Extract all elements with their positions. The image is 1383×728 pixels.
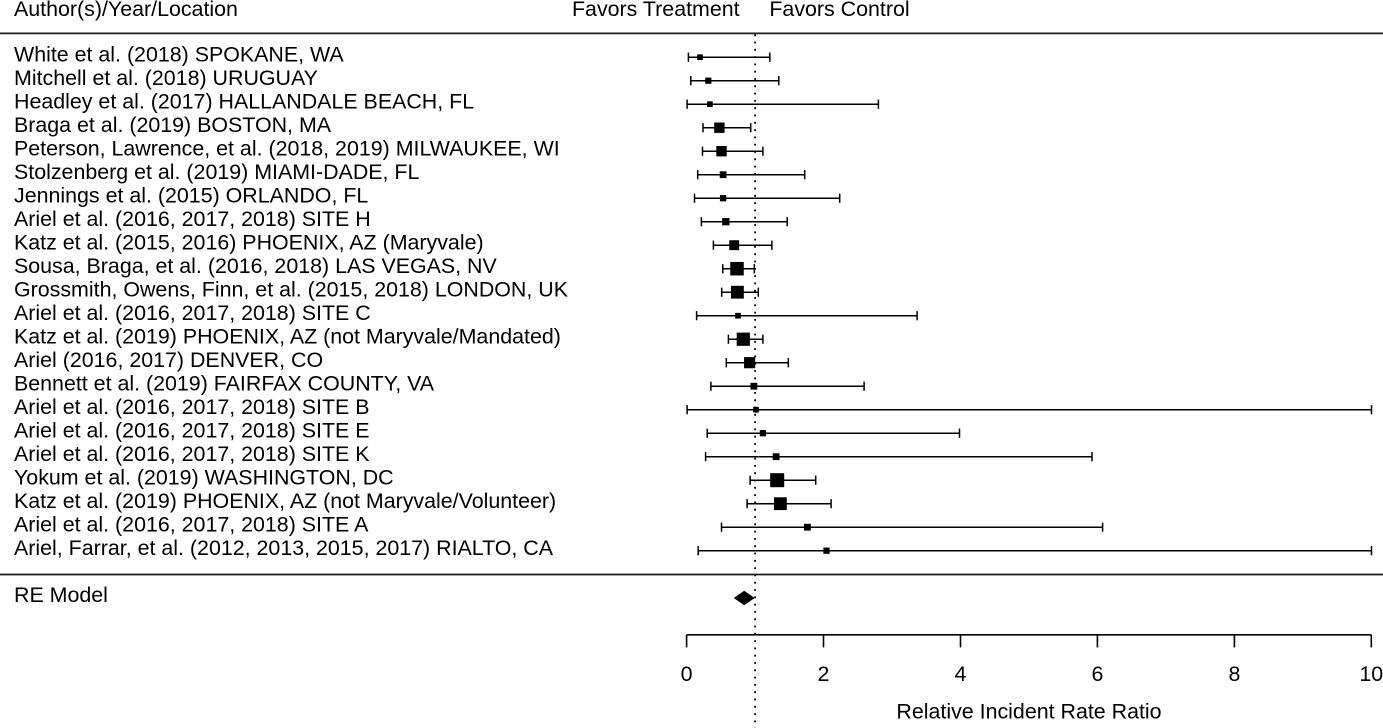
svg-text:Peterson, Lawrence, et al. (20: Peterson, Lawrence, et al. (2018, 2019) …	[14, 137, 560, 161]
svg-text:Ariel (2016, 2017) DENVER, CO: Ariel (2016, 2017) DENVER, CO	[14, 348, 323, 372]
svg-text:Ariel et al. (2016, 2017, 2018: Ariel et al. (2016, 2017, 2018) SITE H	[14, 207, 371, 231]
svg-text:Jennings et al. (2015) ORLANDO: Jennings et al. (2015) ORLANDO, FL	[14, 184, 368, 208]
svg-text:10: 10	[1359, 662, 1383, 686]
svg-text:Katz et al. (2015, 2016) PHOEN: Katz et al. (2015, 2016) PHOENIX, AZ (Ma…	[14, 231, 484, 255]
svg-text:Ariel et al. (2016, 2017, 2018: Ariel et al. (2016, 2017, 2018) SITE B	[14, 395, 370, 419]
svg-text:2: 2	[818, 662, 830, 686]
svg-text:6: 6	[1091, 662, 1103, 686]
svg-text:Ariel, Farrar, et al. (2012, 2: Ariel, Farrar, et al. (2012, 2013, 2015,…	[14, 536, 554, 560]
svg-text:Ariel et al. (2016, 2017, 2018: Ariel et al. (2016, 2017, 2018) SITE C	[14, 301, 371, 325]
svg-text:Ariel et al. (2016, 2017, 2018: Ariel et al. (2016, 2017, 2018) SITE E	[14, 419, 370, 443]
svg-text:Katz et al. (2019) PHOENIX, AZ: Katz et al. (2019) PHOENIX, AZ (not Mary…	[14, 489, 556, 513]
svg-text:Braga et al. (2019) BOSTON, MA: Braga et al. (2019) BOSTON, MA	[14, 113, 332, 137]
svg-text:Katz et al. (2019) PHOENIX, AZ: Katz et al. (2019) PHOENIX, AZ (not Mary…	[14, 325, 561, 349]
svg-text:White et al. (2018) SPOKANE, W: White et al. (2018) SPOKANE, WA	[14, 43, 344, 67]
svg-text:0: 0	[681, 662, 693, 686]
svg-text:Sousa, Braga, et al. (2016, 20: Sousa, Braga, et al. (2016, 2018) LAS VE…	[14, 254, 497, 278]
svg-text:Favors Control: Favors Control	[769, 0, 909, 21]
svg-text:Stolzenberg et al. (2019) MIAM: Stolzenberg et al. (2019) MIAMI-DADE, FL	[14, 160, 419, 184]
svg-text:Author(s)/Year/Location: Author(s)/Year/Location	[14, 0, 238, 21]
svg-text:4: 4	[955, 662, 967, 686]
svg-text:Favors Treatment: Favors Treatment	[572, 0, 740, 21]
svg-text:Relative Incident Rate Ratio: Relative Incident Rate Ratio	[896, 700, 1161, 724]
svg-text:Grossmith, Owens, Finn, et al.: Grossmith, Owens, Finn, et al. (2015, 20…	[14, 278, 569, 302]
svg-text:Yokum et al. (2019) WASHINGTON: Yokum et al. (2019) WASHINGTON, DC	[14, 466, 394, 490]
svg-text:Ariel et al. (2016, 2017, 2018: Ariel et al. (2016, 2017, 2018) SITE A	[14, 513, 369, 537]
svg-text:RE Model: RE Model	[14, 583, 108, 607]
svg-text:8: 8	[1228, 662, 1240, 686]
svg-text:Headley et al. (2017) HALLANDA: Headley et al. (2017) HALLANDALE BEACH, …	[14, 90, 474, 114]
svg-text:Ariel et al. (2016, 2017, 2018: Ariel et al. (2016, 2017, 2018) SITE K	[14, 442, 370, 466]
svg-text:Bennett et al. (2019) FAIRFAX: Bennett et al. (2019) FAIRFAX COUNTY, VA	[14, 372, 435, 396]
svg-text:Mitchell et al. (2018) URUGUAY: Mitchell et al. (2018) URUGUAY	[14, 66, 318, 90]
